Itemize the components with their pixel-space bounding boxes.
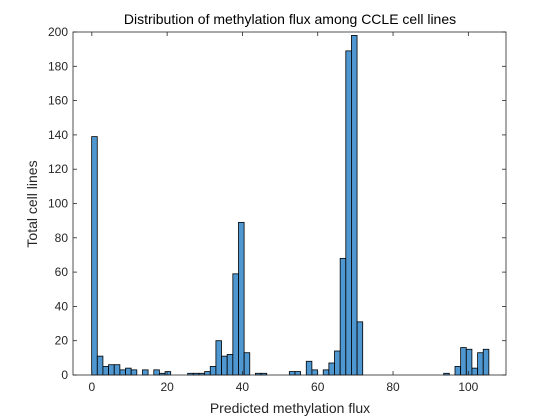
y-tick-label: 120 [48,162,68,176]
histogram-bar [113,364,121,376]
histogram-bar [226,354,234,376]
histogram-bar [221,355,228,376]
histogram-bar [460,347,467,376]
x-tick-label: 60 [311,380,325,394]
chart-title: Distribution of methylation flux among C… [124,11,456,27]
histogram-bar [209,366,217,376]
y-tick-label: 200 [48,25,68,39]
y-tick-label: 100 [48,197,68,211]
x-tick-label: 0 [88,380,95,394]
x-tick-label: 40 [236,380,250,394]
histogram-bar [294,371,301,376]
histogram-bar [119,369,126,376]
x-axis-label: Predicted methylation flux [210,400,370,416]
histogram-bar [356,321,364,376]
histogram-bar [238,221,245,376]
x-tick-label: 80 [386,380,400,394]
histogram-bar [482,348,490,376]
histogram-bar [345,50,352,376]
axes-group: 0 20 40 60 80 100 0 20 40 60 80 100 120 140 160 180 200 [48,25,507,394]
histogram-bar [454,366,462,376]
y-tick-label: 140 [48,128,68,142]
histogram-bar [91,136,98,376]
y-tick-label: 60 [55,265,69,279]
histogram-bar [471,367,478,376]
histogram-bar [232,273,239,376]
y-tick-label: 40 [55,299,69,313]
histogram-bar [311,369,318,376]
histogram-bar [328,362,335,376]
histogram-bar [108,364,115,376]
histogram-bar [477,352,484,376]
histogram-bar [334,350,341,376]
histogram-bar [322,369,330,376]
histogram-bar [153,369,160,376]
histogram-bar [339,257,347,376]
histogram-bar [125,367,132,376]
histogram-bar [305,360,313,376]
histogram-bar [96,355,104,376]
histogram-bar [351,35,358,376]
y-axis-label: Total cell lines [24,160,40,247]
histogram-bar [130,369,138,376]
histogram-bar [215,340,222,376]
histogram-bar [204,371,211,376]
histogram-bar [164,371,172,376]
plot-area [73,32,506,375]
x-tick-label: 20 [160,380,174,394]
histogram-bar [288,371,296,376]
histogram-bar [243,352,251,376]
histogram-bar [465,348,473,376]
y-tick-label: 180 [48,59,68,73]
y-tick-label: 0 [61,368,68,382]
histogram-bar [102,366,109,376]
y-tick-label: 20 [55,334,69,348]
histogram-bar [142,369,149,376]
y-tick-label: 160 [48,94,68,108]
x-tick-label: 100 [458,380,478,394]
y-tick-label: 80 [55,231,69,245]
